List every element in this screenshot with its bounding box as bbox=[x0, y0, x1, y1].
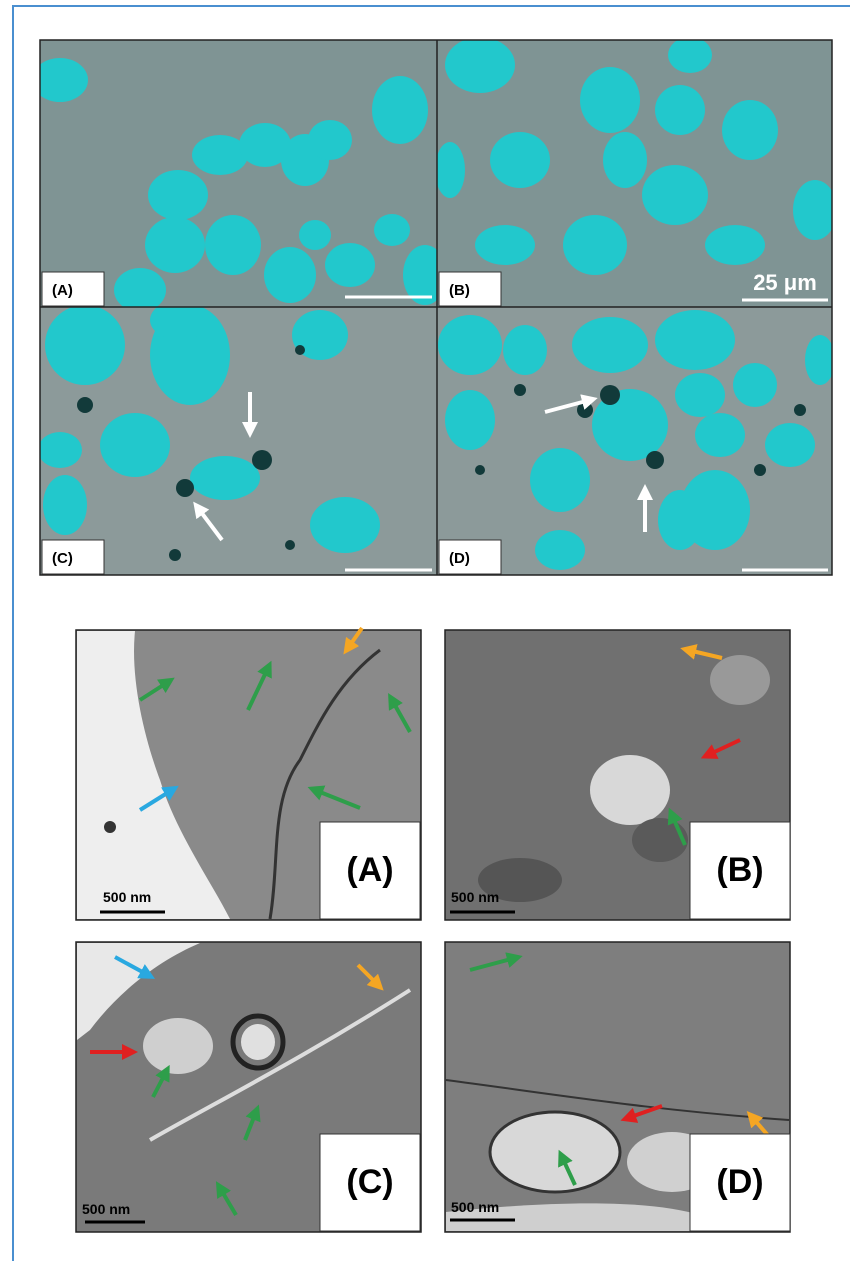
lm-label: (B) bbox=[439, 272, 501, 306]
em-label: (D) bbox=[716, 1163, 763, 1201]
svg-text:(A): (A) bbox=[52, 282, 73, 299]
figure: 25 μm (A) (B) (C) (D) 500 nm (A) 500 nm … bbox=[0, 0, 850, 1261]
lm-panel-a bbox=[32, 40, 447, 312]
lm-label: (D) bbox=[439, 540, 501, 574]
em-panel-d: 500 nm (D) bbox=[445, 942, 790, 1232]
em-label: (C) bbox=[346, 1163, 393, 1201]
em-panel-b: 500 nm (B) bbox=[445, 630, 790, 920]
scale-label: 500 nm bbox=[451, 889, 499, 905]
em-label: (A) bbox=[346, 851, 393, 889]
em-panel-a: 500 nm (A) bbox=[76, 628, 421, 920]
em-label: (B) bbox=[716, 851, 763, 889]
svg-text:(B): (B) bbox=[449, 282, 470, 299]
scale-label: 25 μm bbox=[753, 270, 817, 295]
lm-panel-b bbox=[435, 37, 837, 307]
scale-label: 500 nm bbox=[82, 1201, 130, 1217]
lm-label: (C) bbox=[42, 540, 104, 574]
scale-label: 500 nm bbox=[103, 889, 151, 905]
em-panel-c: 500 nm (C) bbox=[76, 942, 421, 1232]
svg-text:(C): (C) bbox=[52, 550, 73, 567]
scale-label: 500 nm bbox=[451, 1199, 499, 1215]
lm-panel-d bbox=[437, 307, 835, 575]
lm-panel-c bbox=[38, 300, 437, 575]
lm-label: (A) bbox=[42, 272, 104, 306]
svg-text:(D): (D) bbox=[449, 550, 470, 567]
